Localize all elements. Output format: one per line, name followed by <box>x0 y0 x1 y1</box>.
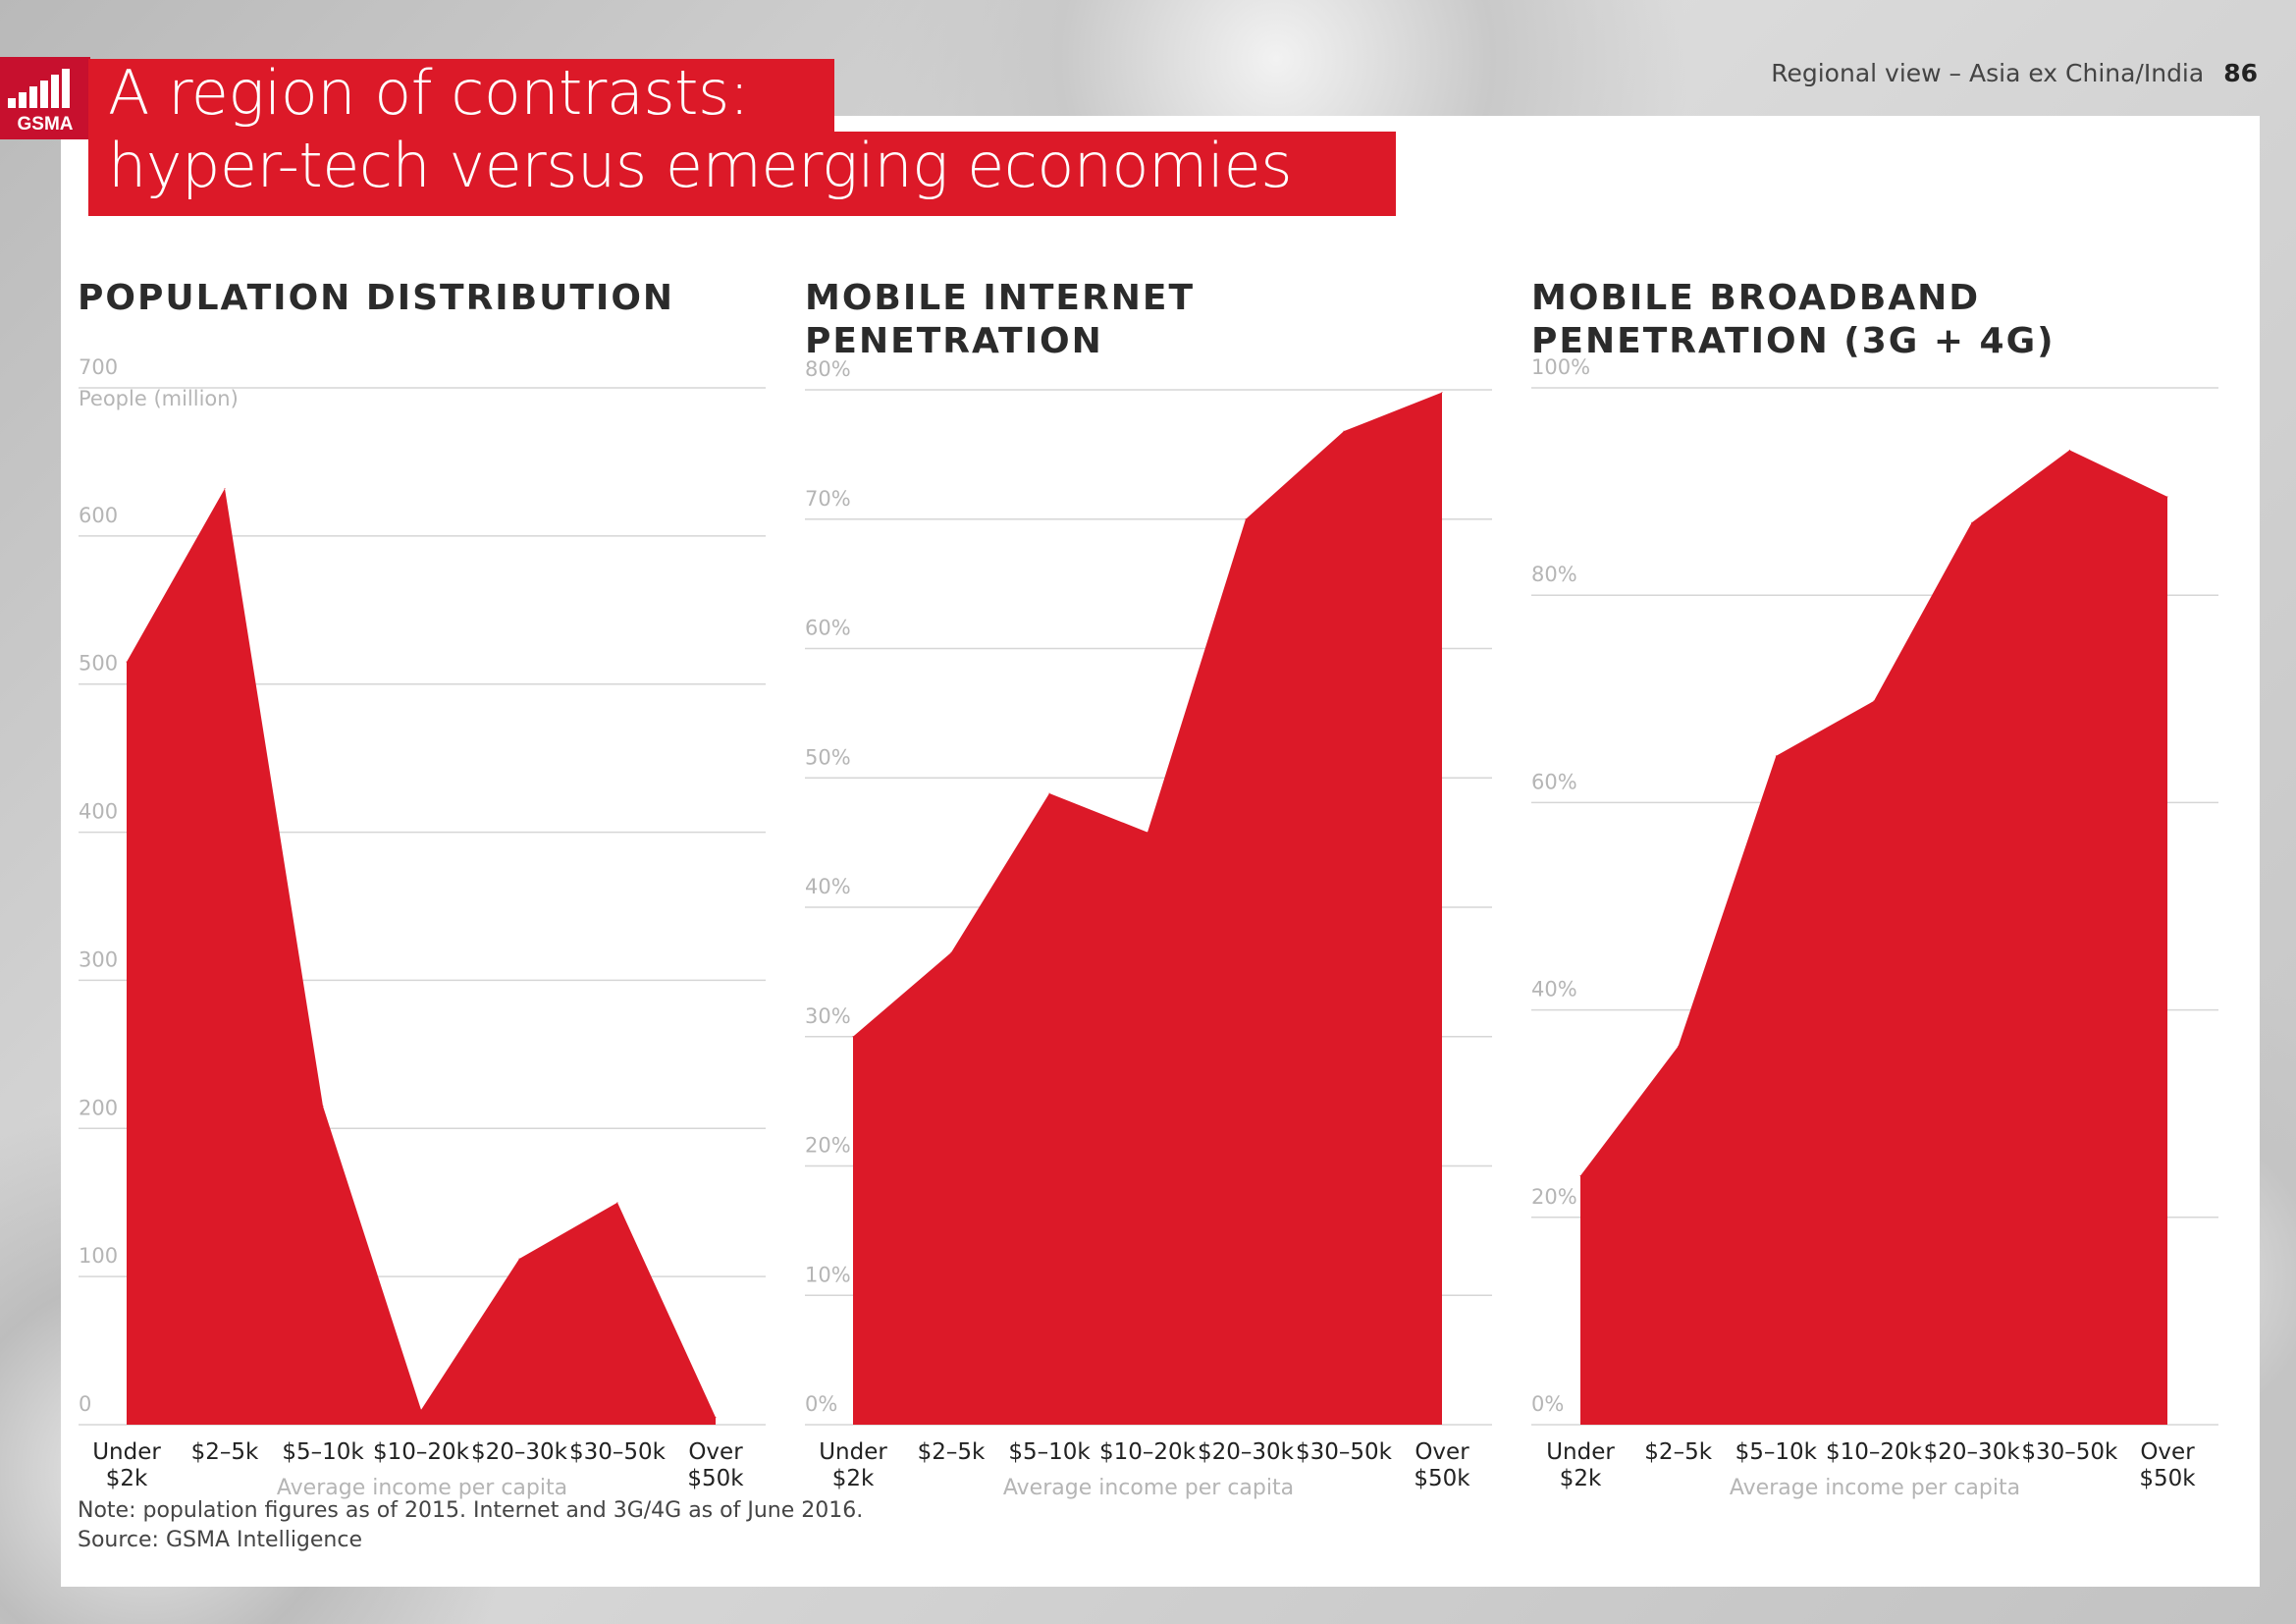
x-tick-label: Over $50k <box>687 1439 744 1491</box>
data-point <box>224 488 226 490</box>
chart-mobile-broadband-penetration: 0% 20% 40% 60% 80% 100% Under $2k $2–5k $5–10k $10… <box>1531 355 2218 1500</box>
footnote-source: Source: GSMA Intelligence <box>78 1528 363 1552</box>
data-point <box>126 661 128 663</box>
x-tick-label: Over $50k <box>1414 1439 1470 1491</box>
y-tick-label: 600 <box>79 504 118 527</box>
x-tick-label: $30–50k <box>1296 1439 1393 1465</box>
x-tick-label: $5–10k <box>1735 1439 1818 1465</box>
x-tick-label: $2–5k <box>191 1439 259 1465</box>
x-tick-label: Under $2k <box>92 1439 161 1491</box>
area-series <box>127 488 716 1425</box>
logo-wordmark: GSMA <box>17 114 74 135</box>
x-tick-label: $10–20k <box>373 1439 470 1465</box>
data-point <box>1971 521 1973 523</box>
section-label: Regional view – Asia ex China/India <box>1771 59 2205 87</box>
data-point <box>950 951 952 953</box>
data-point <box>616 1202 618 1204</box>
data-point <box>715 1416 717 1418</box>
chart-population-distribution: 0 100 200 300 400 500 600 700 People (million) Un… <box>79 355 766 1500</box>
x-tick-label: Under $2k <box>819 1439 887 1491</box>
y-tick-label: 60% <box>805 617 851 640</box>
chart-title-mobile-internet: MOBILE INTERNET PENETRATION <box>805 278 1195 361</box>
footnote-note: Note: population figures as of 2015. Int… <box>78 1498 864 1523</box>
y-tick-label: 400 <box>79 800 118 824</box>
y-tick-label: 40% <box>1531 978 1577 1001</box>
y-tick-label: 500 <box>79 652 118 676</box>
y-tick-label: 0% <box>1531 1392 1564 1416</box>
y-tick-label: 300 <box>79 947 118 971</box>
data-point <box>2166 496 2168 498</box>
data-point <box>1678 1046 1680 1048</box>
x-tick-label: $2–5k <box>918 1439 986 1465</box>
data-point <box>1048 792 1050 794</box>
data-point <box>518 1258 520 1260</box>
x-tick-label: $5–10k <box>1008 1439 1091 1465</box>
page-title-line-1: A region of contrasts: <box>88 59 834 132</box>
x-tick-label: $10–20k <box>1826 1439 1923 1465</box>
x-tick-label: $30–50k <box>569 1439 667 1465</box>
y-tick-label: 80% <box>1531 563 1577 586</box>
y-tick-label: 60% <box>1531 770 1577 793</box>
chart-mobile-internet-penetration: 0% 10% 20% 30% 40% 50% 60% 70% 80% Under $2k $2–5k $… <box>805 357 1492 1500</box>
y-tick-label: 0 <box>79 1392 91 1416</box>
data-point <box>1873 700 1875 702</box>
area-series <box>1580 450 2167 1425</box>
y-tick-label: 30% <box>805 1004 851 1028</box>
y-tick-label: 0% <box>805 1392 837 1416</box>
y-tick-label: 200 <box>79 1096 118 1119</box>
data-point <box>852 1036 854 1038</box>
x-tick-label: $30–50k <box>2021 1439 2118 1465</box>
page-title-line-2: hyper-tech versus emerging economies <box>88 132 1396 216</box>
gsma-logo: GSMA <box>0 57 90 139</box>
chart-title-population: POPULATION DISTRIBUTION <box>78 278 675 318</box>
x-tick-label: Over $50k <box>2139 1439 2196 1491</box>
x-tick-label: $2–5k <box>1644 1439 1712 1465</box>
data-point <box>1245 518 1247 520</box>
data-point <box>1775 755 1777 757</box>
y-axis-label: People (million) <box>79 387 239 410</box>
x-axis-label: Average income per capita <box>1003 1476 1294 1500</box>
logo-bars <box>8 69 82 108</box>
x-tick-label: $20–30k <box>1924 1439 2021 1465</box>
y-tick-label: 80% <box>805 357 851 381</box>
data-point <box>1579 1175 1581 1177</box>
y-tick-label: 10% <box>805 1263 851 1286</box>
chart-title-mobile-broadband: MOBILE BROADBAND PENETRATION (3G + 4G) <box>1531 278 2056 361</box>
y-tick-label: 20% <box>1531 1185 1577 1209</box>
data-point <box>420 1409 422 1411</box>
y-tick-label: 40% <box>805 875 851 898</box>
y-tick-label: 700 <box>79 355 118 379</box>
data-point <box>1343 430 1345 432</box>
area-series <box>853 392 1442 1425</box>
x-tick-label: $5–10k <box>282 1439 364 1465</box>
x-tick-label: Under $2k <box>1546 1439 1615 1491</box>
y-tick-label: 50% <box>805 745 851 769</box>
x-axis-label: Average income per capita <box>1730 1476 2020 1500</box>
data-point <box>1441 392 1443 394</box>
y-tick-label: 100 <box>79 1244 118 1268</box>
y-tick-label: 20% <box>805 1134 851 1158</box>
x-tick-label: $20–30k <box>471 1439 568 1465</box>
section-header: Regional view – Asia ex China/India 86 <box>1669 59 2258 87</box>
x-tick-label: $10–20k <box>1099 1439 1197 1465</box>
x-tick-label: $20–30k <box>1198 1439 1295 1465</box>
data-point <box>322 1106 324 1108</box>
y-tick-label: 100% <box>1531 355 1590 379</box>
data-point <box>2068 449 2070 451</box>
x-axis-label: Average income per capita <box>277 1476 567 1500</box>
footnote: Note: population figures as of 2015. Int… <box>78 1496 863 1555</box>
y-tick-label: 70% <box>805 487 851 511</box>
page-number: 86 <box>2223 59 2258 87</box>
